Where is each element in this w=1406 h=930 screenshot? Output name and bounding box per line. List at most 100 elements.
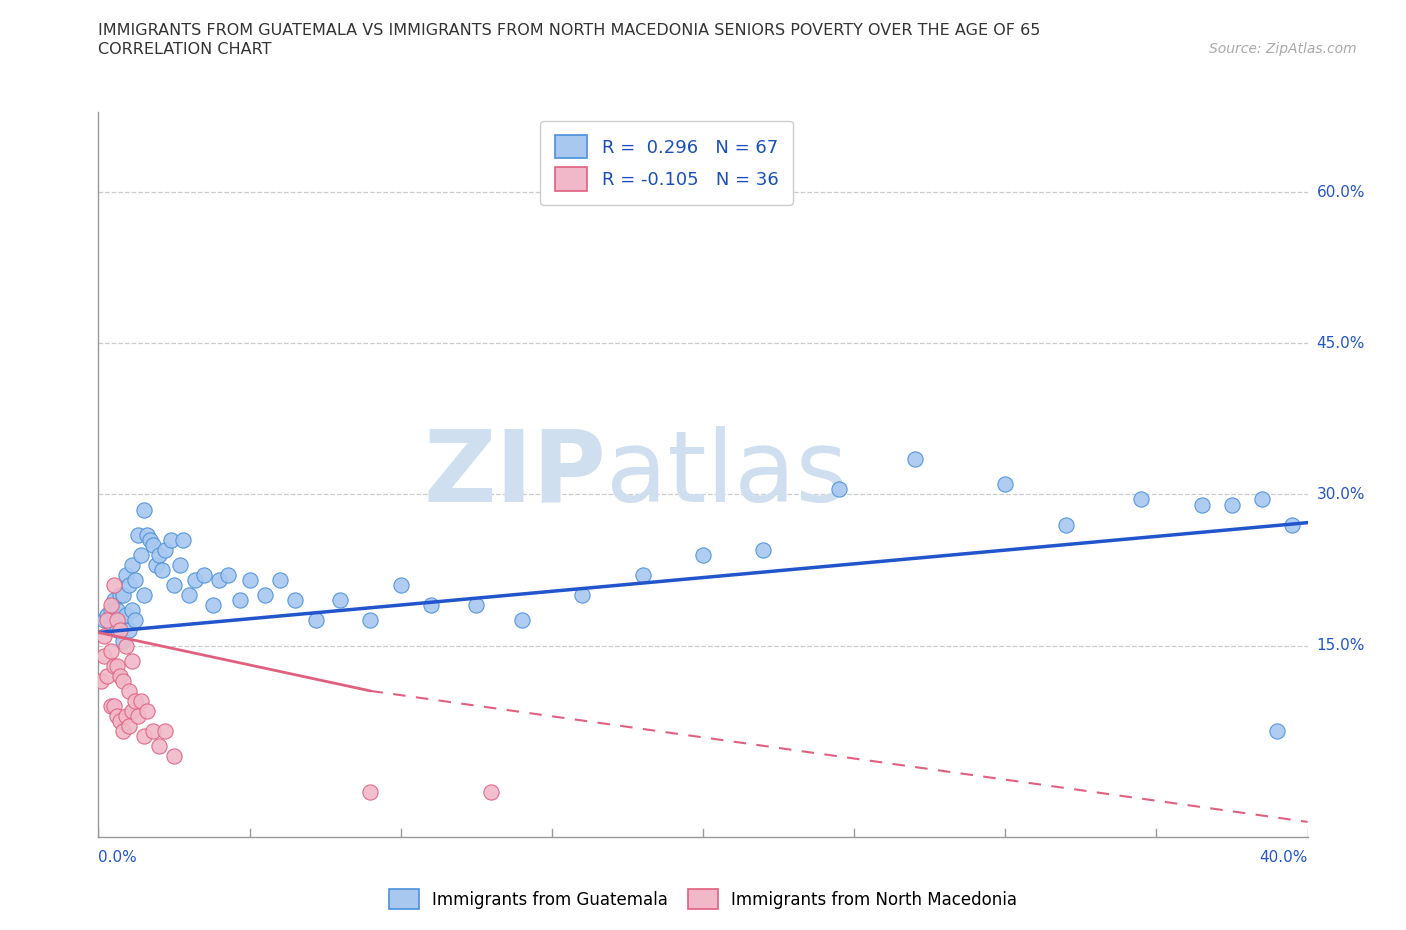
Point — [142, 538, 165, 552]
Point — [208, 573, 231, 588]
Point — [135, 527, 157, 542]
Point — [111, 724, 134, 738]
Point — [111, 633, 134, 648]
Point — [229, 592, 252, 607]
Point — [692, 548, 714, 563]
Point — [93, 628, 115, 643]
Point — [108, 669, 131, 684]
Point — [148, 738, 170, 753]
Point — [135, 704, 157, 719]
Point — [114, 567, 136, 582]
Point — [124, 573, 146, 588]
Point — [150, 563, 173, 578]
Point — [111, 588, 134, 603]
Point — [163, 578, 186, 592]
Point — [100, 644, 122, 658]
Text: 15.0%: 15.0% — [1316, 638, 1365, 653]
Point — [100, 603, 122, 618]
Point — [121, 558, 143, 573]
Point — [105, 613, 128, 628]
Point — [177, 588, 201, 603]
Point — [105, 603, 128, 618]
Point — [121, 704, 143, 719]
Point — [419, 598, 441, 613]
Point — [121, 653, 143, 668]
Point — [571, 588, 593, 603]
Text: atlas: atlas — [606, 426, 848, 523]
Point — [114, 709, 136, 724]
Point — [132, 502, 155, 517]
Point — [1191, 498, 1213, 512]
Point — [481, 784, 503, 799]
Point — [510, 613, 533, 628]
Point — [93, 648, 115, 663]
Point — [114, 638, 136, 653]
Point — [90, 673, 112, 688]
Text: ZIP: ZIP — [423, 426, 606, 523]
Point — [1130, 492, 1153, 507]
Text: 40.0%: 40.0% — [1260, 850, 1308, 865]
Point — [108, 713, 131, 728]
Point — [100, 598, 122, 613]
Point — [1281, 517, 1303, 532]
Point — [103, 592, 125, 607]
Point — [172, 532, 194, 547]
Point — [129, 548, 152, 563]
Point — [118, 719, 141, 734]
Point — [105, 658, 128, 673]
Point — [202, 598, 225, 613]
Point — [184, 573, 207, 588]
Point — [132, 588, 155, 603]
Point — [193, 567, 215, 582]
Point — [129, 694, 152, 709]
Point — [111, 673, 134, 688]
Point — [105, 709, 128, 724]
Point — [465, 598, 488, 613]
Point — [169, 558, 191, 573]
Point — [1251, 492, 1274, 507]
Point — [132, 729, 155, 744]
Point — [153, 724, 176, 738]
Point — [96, 669, 118, 684]
Point — [284, 592, 307, 607]
Point — [752, 542, 775, 557]
Point — [1054, 517, 1077, 532]
Point — [269, 573, 291, 588]
Point — [148, 548, 170, 563]
Point — [389, 578, 412, 592]
Point — [163, 749, 186, 764]
Point — [114, 608, 136, 623]
Point — [631, 567, 654, 582]
Point — [142, 724, 165, 738]
Point — [253, 588, 276, 603]
Point — [100, 618, 122, 633]
Point — [100, 698, 122, 713]
Point — [103, 698, 125, 713]
Point — [118, 578, 141, 592]
Point — [217, 567, 239, 582]
Point — [121, 603, 143, 618]
Point — [160, 532, 183, 547]
Text: 0.0%: 0.0% — [98, 850, 138, 865]
Point — [145, 558, 167, 573]
Point — [828, 482, 851, 497]
Point — [127, 527, 149, 542]
Point — [93, 613, 115, 628]
Point — [96, 608, 118, 623]
Text: IMMIGRANTS FROM GUATEMALA VS IMMIGRANTS FROM NORTH MACEDONIA SENIORS POVERTY OVE: IMMIGRANTS FROM GUATEMALA VS IMMIGRANTS … — [98, 23, 1040, 38]
Point — [329, 592, 352, 607]
Point — [105, 623, 128, 638]
Point — [124, 613, 146, 628]
Point — [103, 658, 125, 673]
Point — [153, 542, 176, 557]
Point — [108, 588, 131, 603]
Point — [108, 623, 131, 638]
Point — [103, 578, 125, 592]
Point — [305, 613, 328, 628]
Point — [118, 623, 141, 638]
Point — [108, 613, 131, 628]
Point — [904, 452, 927, 467]
Point — [360, 613, 382, 628]
Point — [1220, 498, 1243, 512]
Point — [127, 709, 149, 724]
